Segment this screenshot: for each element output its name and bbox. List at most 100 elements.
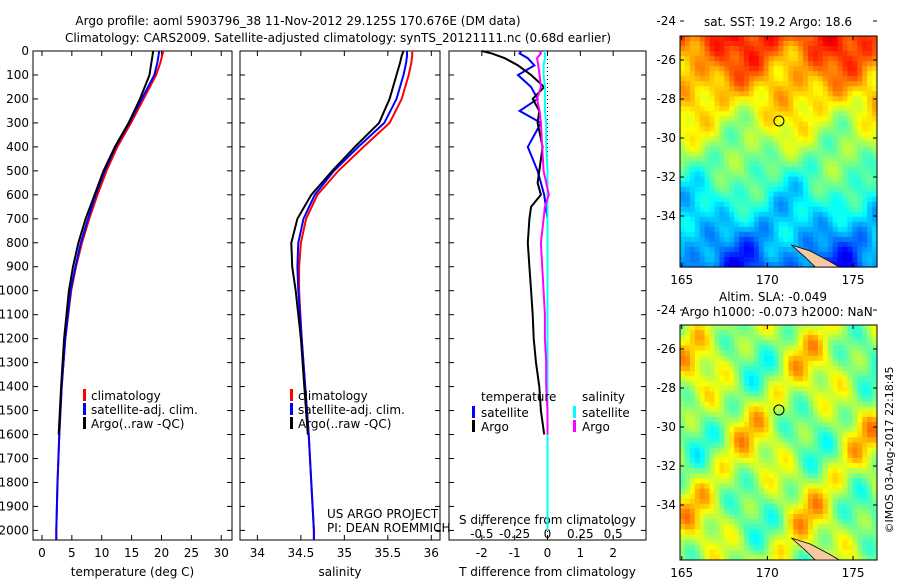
map-cell [837, 549, 844, 556]
map-cell [808, 401, 814, 408]
map-cell [817, 391, 824, 398]
map-cell [739, 141, 745, 148]
map-cell [832, 131, 839, 137]
map-cell [872, 171, 878, 178]
map-cell [798, 86, 804, 92]
map-cell [734, 226, 740, 233]
map-cell [699, 116, 706, 122]
map-cell [827, 236, 834, 243]
map-cell [798, 262, 804, 268]
map-cell [798, 411, 804, 418]
map-cell [803, 196, 809, 203]
map-cell [699, 191, 706, 198]
map-cell [680, 371, 686, 377]
map-cell [689, 503, 696, 510]
map-cell [689, 76, 696, 82]
map-cell [817, 457, 824, 464]
map-cell [758, 391, 765, 398]
map-cell [778, 126, 784, 132]
map-cell [763, 56, 770, 62]
map-cell [680, 101, 686, 107]
map-cell [852, 181, 858, 188]
map-cell [768, 340, 775, 346]
map-cell [842, 211, 848, 218]
map-cell [763, 161, 770, 168]
map-cell [749, 488, 755, 495]
map-cell [788, 191, 794, 198]
map-cell [852, 422, 858, 428]
map-cell [862, 231, 868, 238]
map-cell [783, 432, 789, 438]
map-cell [773, 71, 780, 77]
map-cell [857, 206, 863, 213]
map-cell [788, 457, 794, 464]
map-cell [862, 66, 868, 72]
x-axis-label: salinity [318, 565, 361, 579]
map-cell [798, 335, 804, 341]
map-cell [768, 549, 775, 556]
map-cell [694, 231, 701, 238]
map-cell [768, 106, 775, 112]
map-cell [680, 141, 686, 148]
map-cell [749, 146, 755, 153]
map-cell [689, 529, 696, 535]
map-cell [704, 166, 711, 173]
map-cell [778, 391, 784, 398]
map-cell [847, 417, 853, 423]
map-cell [837, 156, 844, 163]
map-cell [724, 411, 730, 418]
map-cell [729, 241, 735, 248]
map-cell [680, 211, 686, 218]
map-cell [862, 36, 868, 42]
map-cell [803, 350, 809, 357]
map-cell [704, 534, 711, 541]
map-cell [763, 206, 770, 213]
map-cell [763, 156, 770, 163]
map-cell [822, 325, 829, 331]
map-cell [753, 66, 760, 72]
map-cell [739, 539, 745, 546]
map-cell [719, 211, 725, 218]
map-cell [744, 221, 750, 228]
map-cell [763, 473, 770, 479]
map-cell [813, 196, 819, 203]
map-cell [699, 401, 706, 408]
map-cell [768, 131, 775, 137]
map-cell [778, 257, 784, 263]
map-cell [798, 544, 804, 551]
map-cell [842, 96, 848, 102]
map-cell [847, 216, 853, 223]
map-cell [788, 371, 794, 377]
map-cell [768, 386, 775, 392]
map-cell [704, 493, 711, 500]
map-cell [852, 262, 858, 268]
map-cell [749, 340, 755, 346]
map-cell [798, 61, 804, 67]
map-cell [744, 126, 750, 132]
map-cell [689, 391, 696, 398]
map-cell [758, 36, 765, 42]
map-cell [714, 483, 720, 490]
map-cell [793, 196, 799, 203]
map-cell [704, 330, 711, 336]
map-cell [793, 391, 799, 398]
map-cell [689, 86, 696, 92]
map-cell [709, 498, 715, 505]
map-cell [822, 468, 829, 474]
map-cell [817, 61, 824, 67]
map-cell [753, 406, 760, 413]
map-cell [709, 422, 715, 428]
map-cell [763, 61, 770, 67]
map-cell [734, 221, 740, 228]
map-cell [793, 121, 799, 127]
map-cell [778, 161, 784, 168]
map-cell [808, 101, 814, 107]
map-cell [709, 71, 715, 77]
map-cell [798, 231, 804, 238]
map-cell [852, 473, 858, 479]
map-cell [749, 181, 755, 188]
map-cell [808, 131, 814, 137]
map-cell [724, 206, 730, 213]
map-cell [778, 206, 784, 213]
